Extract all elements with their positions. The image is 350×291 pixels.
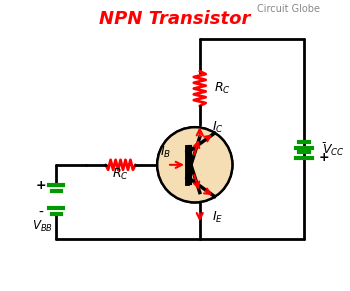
Circle shape (157, 127, 232, 203)
Text: $R_C$: $R_C$ (112, 167, 129, 182)
Text: $I_B$: $I_B$ (160, 146, 171, 160)
Text: -: - (321, 136, 326, 148)
Text: $I_E$: $I_E$ (212, 210, 223, 225)
Text: +: + (36, 179, 47, 192)
Text: $R_C$: $R_C$ (214, 81, 230, 96)
Text: -: - (39, 206, 44, 220)
Circle shape (157, 127, 232, 203)
Text: +: + (318, 151, 329, 164)
Text: $I_C$: $I_C$ (212, 120, 223, 135)
Text: $V_{BB}$: $V_{BB}$ (32, 219, 53, 234)
Text: Circuit Globe: Circuit Globe (257, 4, 320, 14)
Text: NPN Transistor: NPN Transistor (99, 10, 251, 28)
Text: $V_{CC}$: $V_{CC}$ (322, 142, 345, 157)
